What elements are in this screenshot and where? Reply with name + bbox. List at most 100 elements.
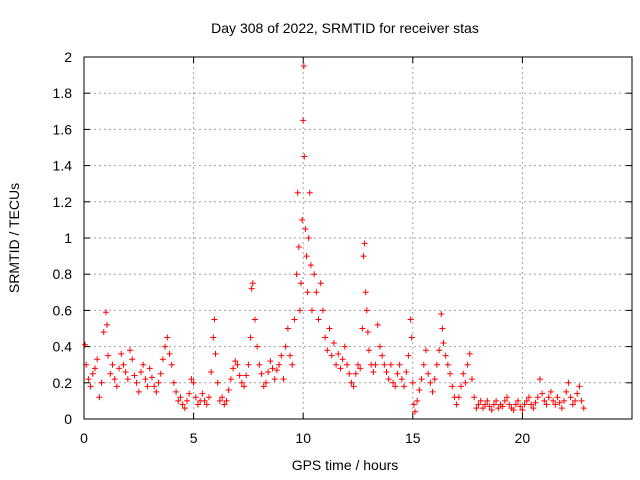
- data-point: [162, 343, 169, 350]
- data-point: [111, 376, 118, 383]
- data-point: [550, 397, 557, 404]
- data-point: [225, 387, 232, 394]
- data-point: [291, 316, 298, 323]
- x-tick-label: 10: [295, 430, 311, 446]
- data-point: [439, 325, 446, 332]
- data-point: [157, 370, 164, 377]
- x-tick-label: 15: [405, 430, 421, 446]
- y-tick-label: 2: [64, 49, 72, 65]
- data-point: [350, 383, 357, 390]
- data-point: [444, 361, 451, 368]
- data-point: [357, 365, 364, 372]
- data-point: [304, 289, 311, 296]
- data-point: [322, 334, 329, 341]
- data-point: [438, 311, 445, 318]
- data-point: [352, 370, 359, 377]
- data-point: [414, 397, 421, 404]
- data-point: [276, 361, 283, 368]
- data-point: [409, 379, 416, 386]
- data-point: [289, 361, 296, 368]
- data-point: [105, 352, 112, 359]
- data-point: [364, 329, 371, 336]
- data-point: [311, 271, 318, 278]
- data-point: [120, 361, 127, 368]
- data-point: [408, 334, 415, 341]
- data-point: [565, 379, 572, 386]
- data-point: [387, 361, 394, 368]
- data-point: [411, 408, 418, 415]
- data-point: [436, 347, 443, 354]
- data-point: [410, 401, 417, 408]
- data-point: [517, 403, 524, 410]
- data-point: [346, 370, 353, 377]
- data-point: [567, 394, 574, 401]
- data-point: [137, 368, 144, 375]
- data-point: [422, 347, 429, 354]
- data-point: [365, 347, 372, 354]
- data-point: [166, 350, 173, 357]
- data-point: [479, 405, 486, 412]
- data-point: [256, 361, 263, 368]
- data-point: [536, 376, 543, 383]
- data-point: [212, 350, 219, 357]
- data-point: [287, 352, 294, 359]
- data-point: [308, 307, 315, 314]
- data-point: [265, 368, 272, 375]
- data-point: [431, 376, 438, 383]
- data-point: [243, 372, 250, 379]
- data-point: [153, 388, 160, 395]
- data-point: [170, 379, 177, 386]
- data-point: [552, 401, 559, 408]
- data-point: [427, 379, 434, 386]
- data-point: [488, 406, 495, 413]
- data-point: [433, 361, 440, 368]
- data-point: [315, 316, 322, 323]
- y-tick-label: 0: [64, 411, 72, 427]
- data-point: [211, 316, 218, 323]
- data-point: [328, 352, 335, 359]
- data-point: [102, 309, 109, 316]
- data-point: [271, 376, 278, 383]
- data-point: [234, 361, 241, 368]
- data-point: [241, 383, 248, 390]
- data-point: [284, 325, 291, 332]
- data-point: [554, 394, 561, 401]
- y-tick-label: 0.4: [53, 339, 73, 355]
- data-point: [177, 394, 184, 401]
- y-tick-label: 0.8: [53, 266, 73, 282]
- data-point: [407, 316, 414, 323]
- data-point: [133, 379, 140, 386]
- data-point: [521, 401, 528, 408]
- data-point: [181, 405, 188, 412]
- data-point: [299, 216, 306, 223]
- data-point: [475, 401, 482, 408]
- data-point: [98, 379, 105, 386]
- data-point: [104, 321, 111, 328]
- data-point: [449, 383, 456, 390]
- data-point: [295, 244, 302, 251]
- data-point: [135, 388, 142, 395]
- data-point: [556, 399, 563, 406]
- y-tick-label: 0.6: [53, 302, 73, 318]
- data-point: [129, 356, 136, 363]
- data-point: [282, 343, 289, 350]
- data-point: [396, 361, 403, 368]
- data-point: [186, 390, 193, 397]
- data-point: [199, 390, 206, 397]
- data-point: [385, 376, 392, 383]
- data-point: [330, 339, 337, 346]
- data-point: [576, 383, 583, 390]
- data-point: [468, 376, 475, 383]
- data-point: [107, 370, 114, 377]
- data-point: [301, 153, 308, 160]
- data-point: [319, 307, 326, 314]
- data-point: [563, 388, 570, 395]
- data-point: [580, 405, 587, 412]
- chart-title: Day 308 of 2022, SRMTID for receiver sta…: [211, 20, 479, 36]
- data-point: [203, 401, 210, 408]
- data-point: [376, 343, 383, 350]
- y-tick-label: 1: [64, 230, 72, 246]
- data-point: [248, 285, 255, 292]
- data-point: [361, 240, 368, 247]
- data-point: [486, 403, 493, 410]
